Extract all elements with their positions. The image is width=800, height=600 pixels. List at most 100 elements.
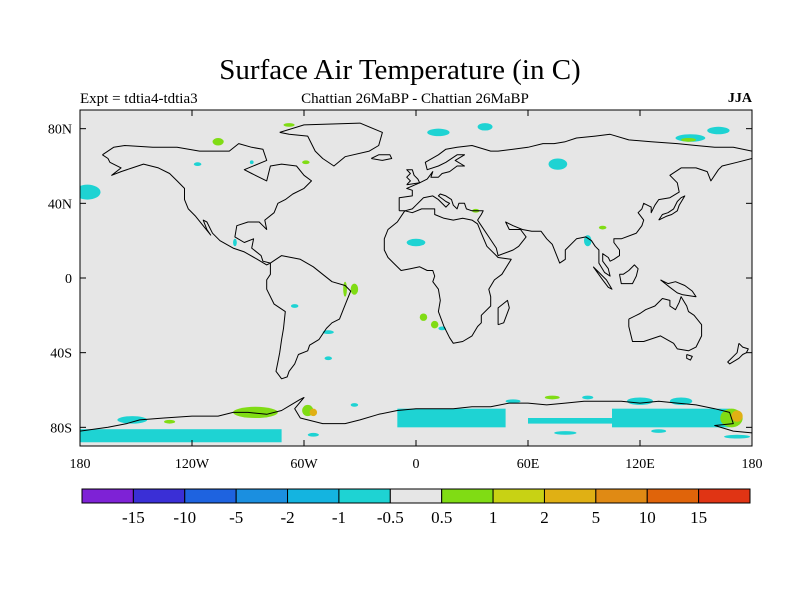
legend-label: 5 bbox=[592, 508, 601, 527]
coastline bbox=[370, 154, 393, 161]
coastline bbox=[102, 143, 312, 266]
coastline bbox=[727, 342, 749, 365]
coastline bbox=[619, 264, 639, 285]
anomaly-patch bbox=[554, 431, 577, 435]
coastline bbox=[660, 279, 697, 298]
legend-label: -1 bbox=[332, 508, 346, 527]
y-tick-label: 40N bbox=[48, 197, 72, 212]
anomaly-patch bbox=[427, 128, 450, 137]
coastline bbox=[80, 397, 752, 434]
x-tick-label: 60E bbox=[517, 457, 540, 472]
legend-swatch bbox=[646, 488, 700, 504]
legend-swatch bbox=[81, 488, 134, 504]
y-tick-label: 40S bbox=[50, 347, 72, 362]
anomaly-patch bbox=[505, 399, 521, 404]
legend-swatch bbox=[543, 488, 597, 504]
legend-label: -0.5 bbox=[377, 508, 404, 527]
legend-swatch bbox=[184, 488, 237, 504]
anomaly-patch bbox=[164, 419, 176, 424]
anomaly-patch bbox=[233, 238, 237, 247]
anomaly-bands bbox=[80, 408, 730, 443]
anomaly-patch bbox=[430, 320, 439, 329]
map-title: Surface Air Temperature (in C) bbox=[219, 54, 581, 86]
coastline bbox=[497, 299, 510, 326]
anomaly-band bbox=[612, 408, 730, 428]
map-background bbox=[80, 110, 752, 446]
x-tick-label: 120E bbox=[625, 457, 655, 472]
coastline bbox=[592, 266, 613, 290]
anomaly-patch bbox=[309, 408, 318, 417]
anomaly-patch bbox=[626, 397, 654, 405]
anomaly-patch bbox=[302, 160, 310, 165]
coastline bbox=[658, 195, 686, 221]
legend-label: -2 bbox=[280, 508, 294, 527]
anomaly-band bbox=[80, 429, 282, 443]
anomaly-patch bbox=[343, 281, 347, 297]
anomaly-patch bbox=[283, 123, 295, 127]
experiment-label: Expt = tdtia4-tdtia3 bbox=[80, 91, 198, 107]
anomaly-patch bbox=[544, 395, 560, 400]
legend-swatch bbox=[698, 488, 751, 504]
anomaly-band bbox=[397, 408, 506, 428]
legend-swatch bbox=[287, 488, 340, 504]
period-label: Chattian 26MaBP - Chattian 26MaBP bbox=[301, 91, 529, 107]
anomaly-patch bbox=[419, 313, 428, 321]
anomaly-patch bbox=[584, 235, 592, 247]
anomaly-patch bbox=[193, 162, 202, 166]
x-tick-label: 60W bbox=[290, 457, 318, 472]
anomaly-patch bbox=[350, 283, 359, 295]
legend-swatch bbox=[338, 488, 391, 504]
anomaly-patch bbox=[233, 406, 278, 418]
y-tick-label: 80N bbox=[48, 123, 72, 138]
x-tick-label: 180 bbox=[70, 457, 91, 472]
x-tick-label: 180 bbox=[742, 457, 763, 472]
legend-label: 0.5 bbox=[431, 508, 452, 527]
y-tick-label: 80S bbox=[50, 421, 72, 436]
y-tick-label: 0 bbox=[65, 272, 72, 287]
legend-swatch bbox=[389, 488, 443, 504]
legend-swatch bbox=[492, 488, 545, 504]
legend-label: -5 bbox=[229, 508, 243, 527]
coastline bbox=[279, 122, 383, 167]
coastline bbox=[686, 354, 693, 361]
anomaly-band bbox=[528, 418, 612, 424]
anomaly-patch bbox=[117, 416, 148, 424]
legend-label: 1 bbox=[489, 508, 498, 527]
anomaly-patch bbox=[731, 410, 743, 422]
anomaly-patch bbox=[212, 138, 224, 146]
anomaly-patch bbox=[290, 304, 299, 308]
x-tick-label: 120W bbox=[175, 457, 210, 472]
legend-swatch bbox=[441, 488, 494, 504]
anomaly-patch bbox=[322, 330, 334, 334]
coastlines bbox=[80, 122, 752, 434]
anomaly-patch bbox=[249, 160, 254, 165]
anomaly-patch bbox=[350, 403, 359, 407]
legend-swatch bbox=[595, 488, 648, 504]
coastline bbox=[266, 255, 352, 380]
anomaly-patch bbox=[598, 225, 607, 230]
coastline bbox=[383, 208, 512, 344]
anomaly-patch bbox=[324, 356, 332, 361]
legend-label: 2 bbox=[540, 508, 549, 527]
legend-label: -15 bbox=[122, 508, 145, 527]
anomaly-patch bbox=[406, 238, 426, 247]
anomaly-patch bbox=[307, 432, 319, 437]
coastline bbox=[628, 296, 703, 352]
anomaly-patch bbox=[707, 126, 730, 135]
legend-swatch bbox=[132, 488, 186, 504]
coastline bbox=[398, 133, 752, 211]
anomaly-patch bbox=[651, 429, 667, 433]
legend-swatch bbox=[235, 488, 289, 504]
anomaly-patch bbox=[724, 434, 751, 439]
x-tick-label: 0 bbox=[413, 457, 420, 472]
anomaly-patch bbox=[681, 138, 696, 142]
map-axes: 180 120W 60W 0 60E 120E 180 80N 40N 0 40S 80S bbox=[48, 110, 763, 472]
anomaly-patch bbox=[80, 184, 101, 200]
legend-label: -10 bbox=[173, 508, 196, 527]
legend-label: 10 bbox=[639, 508, 656, 527]
coastline bbox=[399, 158, 752, 277]
coastline bbox=[406, 169, 421, 186]
anomaly-patch bbox=[548, 158, 568, 170]
anomaly-patch bbox=[477, 123, 493, 131]
